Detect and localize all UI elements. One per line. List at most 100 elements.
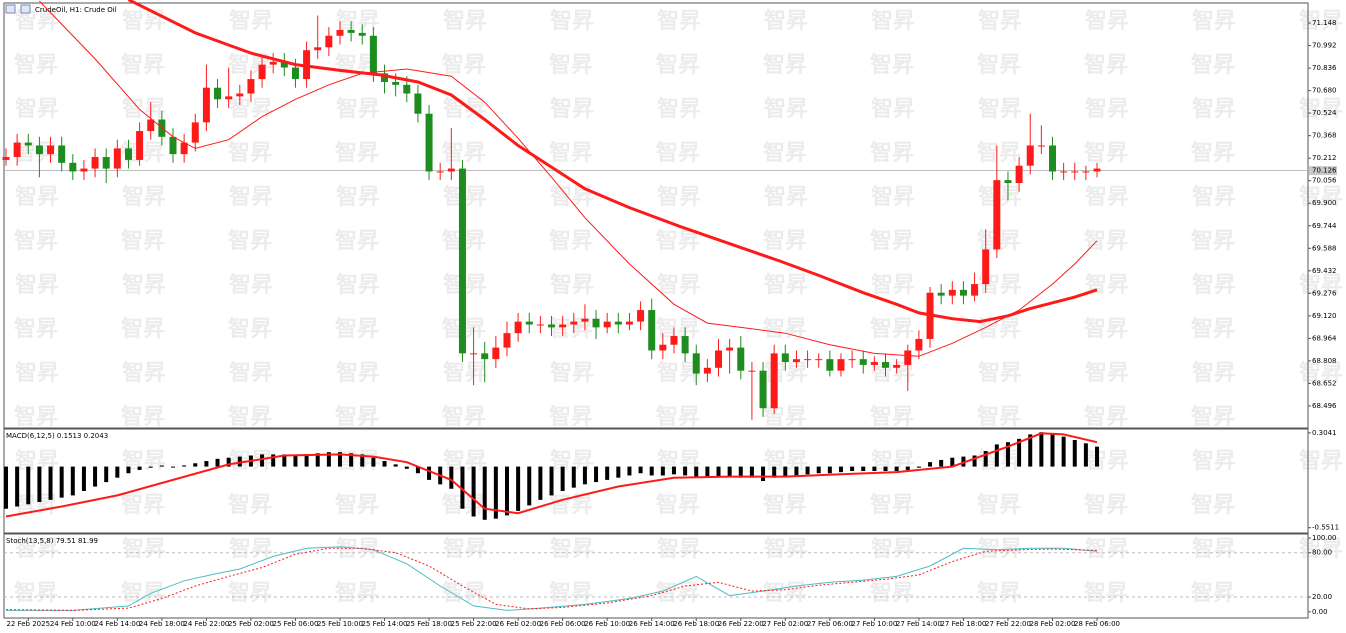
watermark: 智昇 bbox=[870, 404, 914, 430]
macd-bar bbox=[794, 466, 799, 476]
watermark: 智昇 bbox=[1084, 316, 1128, 342]
macd-bar bbox=[59, 466, 64, 498]
candle-body bbox=[625, 321, 633, 325]
candle-body bbox=[24, 142, 32, 146]
candle-body bbox=[870, 362, 878, 365]
watermark: 智昇 bbox=[763, 316, 807, 342]
macd-bar bbox=[337, 452, 342, 467]
watermark: 智昇 bbox=[656, 404, 700, 430]
watermark: 智昇 bbox=[977, 140, 1021, 166]
watermark: 智昇 bbox=[228, 140, 272, 166]
candle-body bbox=[403, 84, 411, 94]
macd-bar bbox=[761, 466, 766, 481]
watermark: 智昇 bbox=[121, 316, 165, 342]
macd-bar bbox=[15, 466, 20, 507]
candle-body bbox=[993, 180, 1001, 250]
moving-average bbox=[127, 0, 1098, 324]
watermark: 智昇 bbox=[228, 228, 272, 254]
watermark: 智昇 bbox=[121, 492, 165, 518]
watermark: 智昇 bbox=[228, 580, 272, 606]
macd-bar bbox=[148, 466, 153, 468]
last-price-box bbox=[1309, 166, 1337, 176]
candle-body bbox=[470, 353, 478, 355]
candle-body bbox=[614, 321, 622, 325]
watermark: 智昇 bbox=[978, 360, 1022, 386]
watermark: 智昇 bbox=[336, 184, 380, 210]
y-tick-label: -0.5511 bbox=[1312, 524, 1339, 532]
watermark: 智昇 bbox=[14, 228, 58, 254]
candle-body bbox=[959, 289, 967, 296]
x-tick-label: 25 Feb 02:00 bbox=[228, 620, 274, 628]
watermark: 智昇 bbox=[763, 140, 807, 166]
macd-bar bbox=[1005, 442, 1010, 467]
macd-bar bbox=[471, 466, 476, 517]
watermark: 智昇 bbox=[870, 580, 914, 606]
candle-body bbox=[1015, 165, 1023, 184]
watermark: 智昇 bbox=[122, 272, 166, 298]
macd-bar bbox=[226, 457, 231, 467]
macd-bar bbox=[660, 466, 665, 476]
candle-body bbox=[225, 96, 233, 100]
watermark: 智昇 bbox=[443, 360, 487, 386]
watermark: 智昇 bbox=[1191, 580, 1235, 606]
x-tick-label: 25 Feb 10:00 bbox=[317, 620, 363, 628]
x-tick-label: 26 Feb 18:00 bbox=[673, 620, 719, 628]
watermark: 智昇 bbox=[1084, 228, 1128, 254]
candle-body bbox=[826, 359, 834, 371]
candle-body bbox=[269, 61, 277, 65]
macd-bar bbox=[237, 456, 242, 467]
watermark: 智昇 bbox=[871, 96, 915, 122]
x-tick-label: 24 Feb 18:00 bbox=[139, 620, 185, 628]
candle-body bbox=[848, 359, 856, 361]
watermark: 智昇 bbox=[15, 536, 59, 562]
candle-body bbox=[169, 136, 177, 155]
watermark: 智昇 bbox=[550, 8, 594, 34]
macd-bar bbox=[872, 466, 877, 472]
watermark: 智昇 bbox=[15, 184, 59, 210]
candle-body bbox=[971, 284, 979, 296]
candle-body bbox=[559, 324, 567, 328]
macd-bar bbox=[582, 466, 587, 485]
watermark: 智昇 bbox=[336, 272, 380, 298]
macd-bar bbox=[1017, 438, 1022, 467]
watermark: 智昇 bbox=[122, 360, 166, 386]
macd-bar bbox=[504, 466, 509, 516]
chart-icon bbox=[20, 4, 31, 14]
macd-bar bbox=[93, 466, 98, 487]
y-tick-label: 68.496 bbox=[1312, 402, 1337, 410]
macd-bar bbox=[749, 466, 754, 478]
macd-bar bbox=[304, 454, 309, 467]
watermark: 智昇 bbox=[15, 360, 59, 386]
candle-body bbox=[737, 347, 745, 371]
watermark: 智昇 bbox=[1084, 580, 1128, 606]
watermark: 智昇 bbox=[550, 536, 594, 562]
watermark: 智昇 bbox=[336, 96, 380, 122]
macd-bar bbox=[994, 444, 999, 467]
candle-body bbox=[1026, 145, 1034, 166]
candle-body bbox=[514, 321, 522, 334]
watermark: 智昇 bbox=[1191, 228, 1235, 254]
candle-body bbox=[915, 338, 923, 351]
macd-bar bbox=[37, 466, 42, 503]
watermark: 智昇 bbox=[1299, 536, 1343, 562]
candle-body bbox=[637, 310, 645, 322]
x-tick-label: 26 Feb 14:00 bbox=[629, 620, 675, 628]
macd-bar bbox=[694, 466, 699, 478]
macd-bar bbox=[827, 466, 832, 474]
x-tick-label: 24 Feb 14:00 bbox=[94, 620, 140, 628]
candle-body bbox=[347, 29, 355, 33]
watermark: 智昇 bbox=[1192, 272, 1236, 298]
watermark: 智昇 bbox=[656, 140, 700, 166]
macd-bar bbox=[950, 457, 955, 467]
y-tick-label: 70.992 bbox=[1312, 42, 1337, 50]
watermark: 智昇 bbox=[442, 580, 486, 606]
watermark: 智昇 bbox=[763, 52, 807, 78]
watermark: 智昇 bbox=[1192, 536, 1236, 562]
candle-body bbox=[937, 292, 945, 296]
main-panel-frame bbox=[3, 2, 1309, 429]
watermark: 智昇 bbox=[550, 96, 594, 122]
candle-body bbox=[592, 318, 600, 328]
macd-bar bbox=[170, 466, 175, 468]
